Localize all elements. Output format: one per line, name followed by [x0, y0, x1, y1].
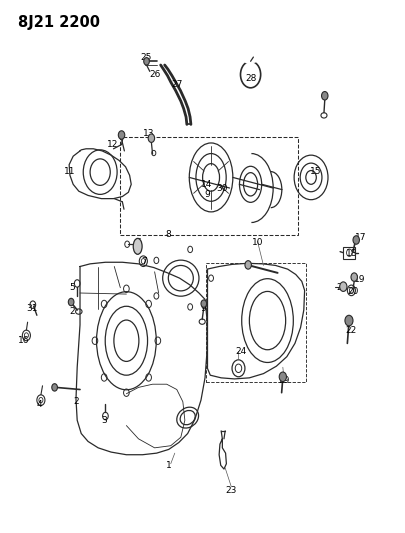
- Text: 21: 21: [336, 283, 347, 292]
- Circle shape: [68, 298, 74, 306]
- Text: 12: 12: [107, 140, 118, 149]
- Text: 8J21 2200: 8J21 2200: [17, 14, 99, 30]
- Text: 24: 24: [235, 347, 246, 356]
- Circle shape: [344, 316, 352, 326]
- Text: 20: 20: [346, 287, 358, 296]
- Circle shape: [200, 300, 206, 308]
- Text: 30: 30: [216, 183, 228, 192]
- Text: 22: 22: [345, 326, 356, 335]
- Text: 28: 28: [244, 74, 256, 83]
- Text: 1: 1: [166, 461, 171, 470]
- Text: 3: 3: [101, 416, 107, 425]
- Text: 9: 9: [204, 190, 209, 199]
- Text: 16: 16: [18, 336, 29, 345]
- Text: 13: 13: [143, 130, 154, 139]
- Text: 31: 31: [26, 304, 37, 313]
- Text: 25: 25: [140, 53, 151, 62]
- Text: 27: 27: [171, 80, 182, 89]
- Text: 2: 2: [69, 307, 75, 316]
- Text: 2: 2: [73, 397, 79, 406]
- Text: 5: 5: [69, 283, 75, 292]
- Circle shape: [339, 282, 346, 292]
- Bar: [120, 136, 297, 235]
- Circle shape: [279, 372, 286, 382]
- Circle shape: [148, 134, 154, 142]
- Text: 26: 26: [149, 70, 160, 79]
- Bar: [206, 263, 305, 382]
- Text: 11: 11: [64, 166, 75, 175]
- Text: 19: 19: [353, 275, 364, 284]
- Ellipse shape: [133, 238, 142, 254]
- Text: 6: 6: [135, 238, 141, 247]
- Circle shape: [352, 236, 358, 244]
- Text: 29: 29: [277, 376, 289, 385]
- Text: 14: 14: [201, 180, 212, 189]
- Text: 23: 23: [225, 486, 237, 495]
- Circle shape: [52, 384, 57, 391]
- Circle shape: [321, 92, 327, 100]
- Text: 18: 18: [345, 249, 357, 258]
- Text: 4: 4: [37, 400, 43, 409]
- Text: 15: 15: [309, 166, 321, 175]
- Circle shape: [143, 58, 149, 65]
- Circle shape: [244, 261, 251, 269]
- Bar: [343, 247, 354, 259]
- Text: 8: 8: [166, 230, 171, 239]
- Text: 9: 9: [200, 304, 205, 313]
- Text: 17: 17: [354, 233, 365, 242]
- Text: 7: 7: [141, 257, 147, 265]
- Circle shape: [118, 131, 124, 139]
- Text: 10: 10: [251, 238, 262, 247]
- Circle shape: [350, 273, 356, 281]
